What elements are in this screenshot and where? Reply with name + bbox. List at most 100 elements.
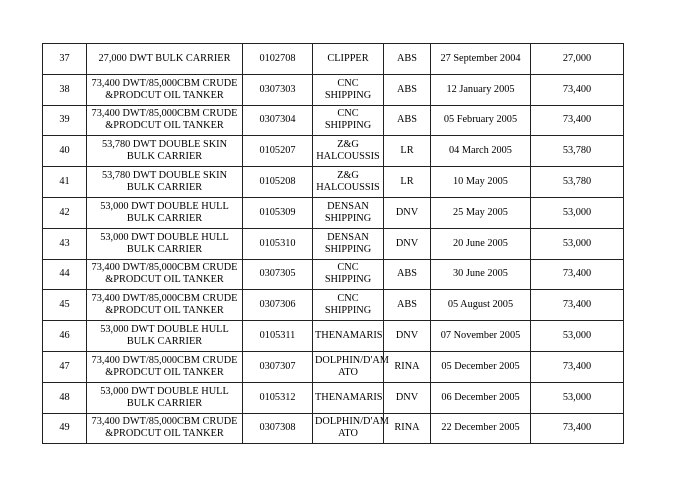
dwt: 53,000	[530, 381, 624, 414]
row-number: 38	[42, 73, 87, 106]
owner: Z&G HALCOUSSIS	[312, 166, 384, 198]
row-number: 47	[42, 350, 87, 383]
row-number: 43	[42, 227, 87, 260]
table-row: 42 53,000 DWT DOUBLE HULL BULK CARRIER 010…	[42, 196, 624, 229]
class-society: DNV	[383, 227, 431, 260]
owner: DOLPHIN/D'AM ATO	[312, 412, 389, 445]
hull-number: 0105208	[242, 166, 313, 198]
delivery-date: 20 June 2005	[430, 227, 531, 260]
dwt: 73,400	[530, 104, 624, 137]
owner: CNC SHIPPING	[312, 73, 384, 106]
row-number: 37	[42, 43, 87, 75]
vessel-description: 73,400 DWT/85,000CBM CRUDE &PRODCUT OIL …	[86, 412, 243, 445]
hull-number: 0307307	[242, 350, 313, 383]
row-number: 46	[42, 320, 87, 352]
vessel-description: 53,000 DWT DOUBLE HULL BULK CARRIER	[86, 196, 243, 229]
row-number: 40	[42, 135, 87, 168]
vessel-description: 73,400 DWT/85,000CBM CRUDE &PRODCUT OIL …	[86, 73, 243, 106]
vessel-description: 73,400 DWT/85,000CBM CRUDE &PRODCUT OIL …	[86, 350, 243, 383]
delivery-date: 22 December 2005	[430, 412, 531, 445]
owner: DENSAN SHIPPING	[312, 196, 384, 229]
row-number: 48	[42, 381, 87, 414]
vessel-description: 53,000 DWT DOUBLE HULL BULK CARRIER	[86, 320, 243, 352]
owner: THENAMARIS	[312, 381, 384, 414]
delivery-date: 10 May 2005	[430, 166, 531, 198]
vessel-description: 27,000 DWT BULK CARRIER	[86, 43, 243, 75]
dwt: 27,000	[530, 43, 624, 75]
delivery-date: 30 June 2005	[430, 258, 531, 291]
vessel-delivery-table: 37 27,000 DWT BULK CARRIER 0102708 CLIPPER A…	[42, 43, 624, 445]
row-number: 42	[42, 196, 87, 229]
owner: Z&G HALCOUSSIS	[312, 135, 384, 168]
delivery-date: 06 December 2005	[430, 381, 531, 414]
class-society: ABS	[383, 73, 431, 106]
class-society: DNV	[383, 196, 431, 229]
owner: CNC SHIPPING	[312, 104, 384, 137]
row-number: 49	[42, 412, 87, 445]
vessel-description: 53,000 DWT DOUBLE HULL BULK CARRIER	[86, 381, 243, 414]
hull-number: 0105309	[242, 196, 313, 229]
dwt: 53,000	[530, 196, 624, 229]
class-society: ABS	[383, 258, 431, 291]
hull-number: 0105310	[242, 227, 313, 260]
vessel-description: 53,780 DWT DOUBLE SKIN BULK CARRIER	[86, 135, 243, 168]
table-row: 37 27,000 DWT BULK CARRIER 0102708 CLIPPER A…	[42, 43, 624, 75]
class-society: RINA	[383, 412, 431, 445]
table-row: 44 73,400 DWT/85,000CBM CRUDE &PRODCUT OI…	[42, 258, 624, 291]
table-row: 46 53,000 DWT DOUBLE HULL BULK CARRIER 010…	[42, 320, 624, 352]
dwt: 73,400	[530, 73, 624, 106]
class-society: DNV	[383, 320, 431, 352]
dwt: 53,000	[530, 320, 624, 352]
delivery-date: 12 January 2005	[430, 73, 531, 106]
row-number: 41	[42, 166, 87, 198]
delivery-date: 05 February 2005	[430, 104, 531, 137]
delivery-date: 07 November 2005	[430, 320, 531, 352]
class-society: DNV	[383, 381, 431, 414]
owner: CLIPPER	[312, 43, 384, 75]
delivery-date: 25 May 2005	[430, 196, 531, 229]
vessel-description: 73,400 DWT/85,000CBM CRUDE &PRODCUT OIL …	[86, 289, 243, 322]
vessel-description: 73,400 DWT/85,000CBM CRUDE &PRODCUT OIL …	[86, 104, 243, 137]
owner: DOLPHIN/D'AM ATO	[312, 350, 389, 383]
dwt: 73,400	[530, 258, 624, 291]
delivery-date: 05 August 2005	[430, 289, 531, 322]
delivery-date: 27 September 2004	[430, 43, 531, 75]
row-number: 44	[42, 258, 87, 291]
class-society: LR	[383, 166, 431, 198]
hull-number: 0307308	[242, 412, 313, 445]
dwt: 73,400	[530, 412, 624, 445]
table-row: 39 73,400 DWT/85,000CBM CRUDE &PRODCUT OI…	[42, 104, 624, 137]
hull-number: 0307305	[242, 258, 313, 291]
table-row: 45 73,400 DWT/85,000CBM CRUDE &PRODCUT OI…	[42, 289, 624, 322]
table-row: 41 53,780 DWT DOUBLE SKIN BULK CARRIER 010…	[42, 166, 624, 198]
owner: DENSAN SHIPPING	[312, 227, 384, 260]
dwt: 73,400	[530, 289, 624, 322]
class-society: LR	[383, 135, 431, 168]
vessel-description: 73,400 DWT/85,000CBM CRUDE &PRODCUT OIL …	[86, 258, 243, 291]
table-row: 38 73,400 DWT/85,000CBM CRUDE &PRODCUT OI…	[42, 73, 624, 106]
hull-number: 0105312	[242, 381, 313, 414]
table-row: 40 53,780 DWT DOUBLE SKIN BULK CARRIER 010…	[42, 135, 624, 168]
class-society: ABS	[383, 104, 431, 137]
owner: THENAMARIS	[312, 320, 384, 352]
owner: CNC SHIPPING	[312, 289, 384, 322]
table-row: 47 73,400 DWT/85,000CBM CRUDE &PRODCUT OI…	[42, 350, 624, 383]
class-society: ABS	[383, 43, 431, 75]
delivery-date: 05 December 2005	[430, 350, 531, 383]
delivery-date: 04 March 2005	[430, 135, 531, 168]
class-society: RINA	[383, 350, 431, 383]
row-number: 45	[42, 289, 87, 322]
hull-number: 0105311	[242, 320, 313, 352]
vessel-description: 53,000 DWT DOUBLE HULL BULK CARRIER	[86, 227, 243, 260]
dwt: 73,400	[530, 350, 624, 383]
row-number: 39	[42, 104, 87, 137]
table-row: 48 53,000 DWT DOUBLE HULL BULK CARRIER 010…	[42, 381, 624, 414]
hull-number: 0105207	[242, 135, 313, 168]
dwt: 53,780	[530, 166, 624, 198]
table-row: 49 73,400 DWT/85,000CBM CRUDE &PRODCUT OI…	[42, 412, 624, 445]
hull-number: 0307303	[242, 73, 313, 106]
dwt: 53,000	[530, 227, 624, 260]
dwt: 53,780	[530, 135, 624, 168]
hull-number: 0307306	[242, 289, 313, 322]
class-society: ABS	[383, 289, 431, 322]
